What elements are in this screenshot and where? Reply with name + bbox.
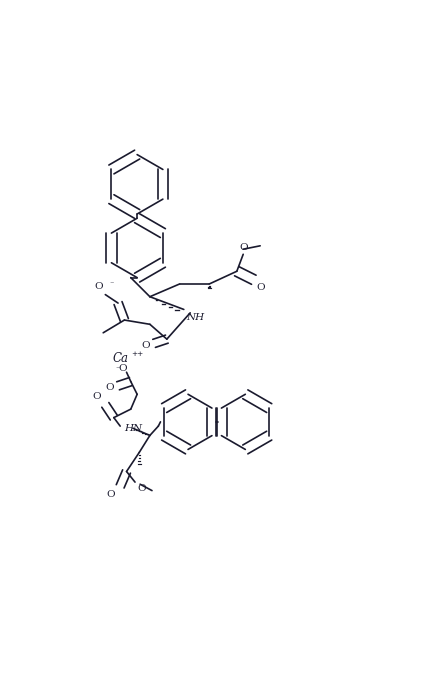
Text: O: O <box>137 484 145 493</box>
Text: HN: HN <box>124 424 142 433</box>
Text: O: O <box>94 282 103 291</box>
Text: Ca: Ca <box>112 352 128 365</box>
Text: O: O <box>105 384 114 392</box>
Text: O: O <box>92 392 101 401</box>
Text: NH: NH <box>185 313 204 322</box>
Text: O: O <box>106 490 115 499</box>
Text: ++: ++ <box>130 351 143 357</box>
Text: O: O <box>141 341 150 350</box>
Text: ⁻: ⁻ <box>115 364 120 373</box>
Text: O: O <box>255 283 264 292</box>
Text: ⁻: ⁻ <box>109 279 114 288</box>
Text: O: O <box>118 364 126 373</box>
Text: O: O <box>238 243 247 252</box>
